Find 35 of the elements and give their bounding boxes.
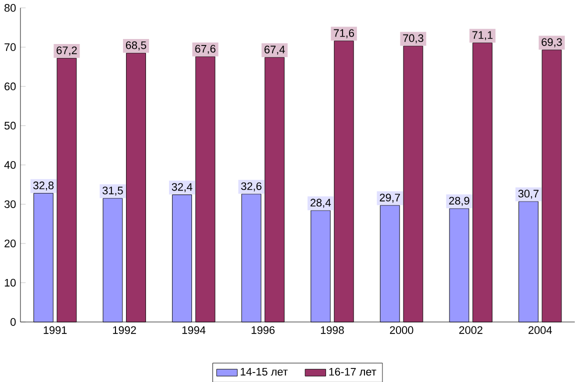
y-tick-label: 80 — [4, 4, 16, 12]
y-tick-label: 20 — [4, 239, 16, 248]
data-label: 30,7 — [518, 190, 539, 199]
x-tick-label: 1998 — [320, 326, 344, 334]
data-label: 71,1 — [472, 31, 493, 40]
data-label: 67,4 — [264, 45, 285, 54]
data-label: 32,8 — [33, 181, 54, 190]
legend-label: 16-17 лет — [329, 368, 376, 376]
data-label: 28,4 — [310, 198, 331, 208]
y-tick-label: 10 — [4, 278, 16, 286]
x-tick-label: 1992 — [113, 326, 136, 334]
y-tick-label: 60 — [4, 82, 16, 90]
y-tick-label: 50 — [4, 122, 16, 130]
y-tick-label: 30 — [4, 200, 16, 208]
data-label: 71,6 — [334, 28, 354, 38]
data-label: 70,3 — [403, 34, 424, 44]
data-label: 31,5 — [102, 186, 123, 196]
x-tick-label: 2000 — [390, 326, 414, 334]
data-label: 67,6 — [195, 44, 216, 54]
data-label: 32,6 — [241, 182, 262, 192]
x-tick-label: 2002 — [459, 326, 482, 334]
y-tick-label: 40 — [4, 160, 16, 169]
x-tick-label: 1994 — [182, 326, 206, 334]
y-tick-label: 0 — [10, 318, 16, 326]
data-label: 67,2 — [56, 46, 77, 56]
data-label: 69,3 — [542, 38, 562, 48]
data-label: 29,7 — [380, 194, 400, 202]
x-tick-label: 2004 — [528, 326, 552, 334]
legend-label: 14-15 лет — [240, 368, 288, 376]
data-label: 28,9 — [449, 196, 470, 206]
data-label: 68,5 — [126, 41, 146, 50]
x-tick-label: 1991 — [44, 326, 67, 334]
data-label: 32,4 — [172, 182, 192, 192]
x-tick-label: 1996 — [252, 326, 275, 334]
y-tick-label: 70 — [4, 43, 16, 51]
